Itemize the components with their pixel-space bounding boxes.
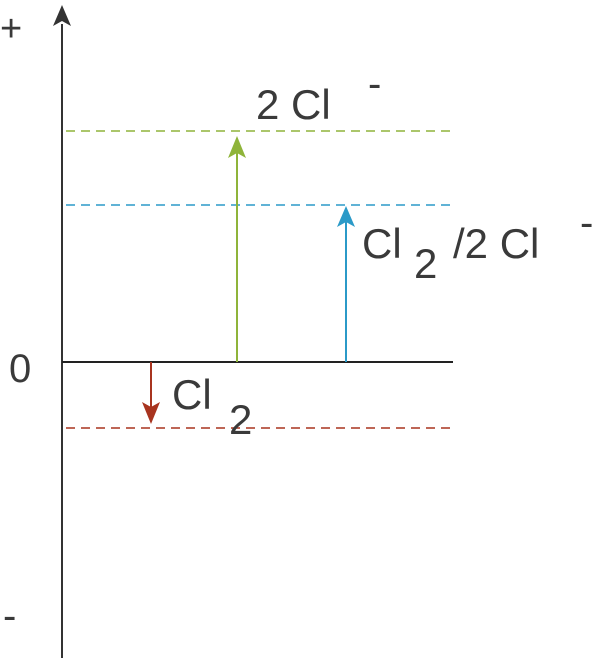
couple-charge: -: [580, 201, 593, 245]
plus-label: +: [0, 8, 22, 50]
axis-arrowhead: [53, 5, 71, 26]
chloride-label: 2 Cl: [256, 81, 331, 128]
minus-label: -: [3, 594, 16, 638]
couple-label-b: /2 Cl: [453, 220, 539, 267]
chlorine-arrowhead: [142, 402, 160, 424]
zero-label: 0: [9, 347, 31, 391]
chloride-arrowhead: [228, 136, 246, 158]
chloride-charge: -: [368, 62, 381, 106]
couple-label-a: Cl: [362, 220, 402, 267]
couple-subscript: 2: [414, 240, 437, 287]
chlorine-label: Cl: [172, 371, 212, 418]
chlorine-subscript: 2: [229, 396, 252, 443]
couple-arrowhead: [337, 206, 355, 227]
